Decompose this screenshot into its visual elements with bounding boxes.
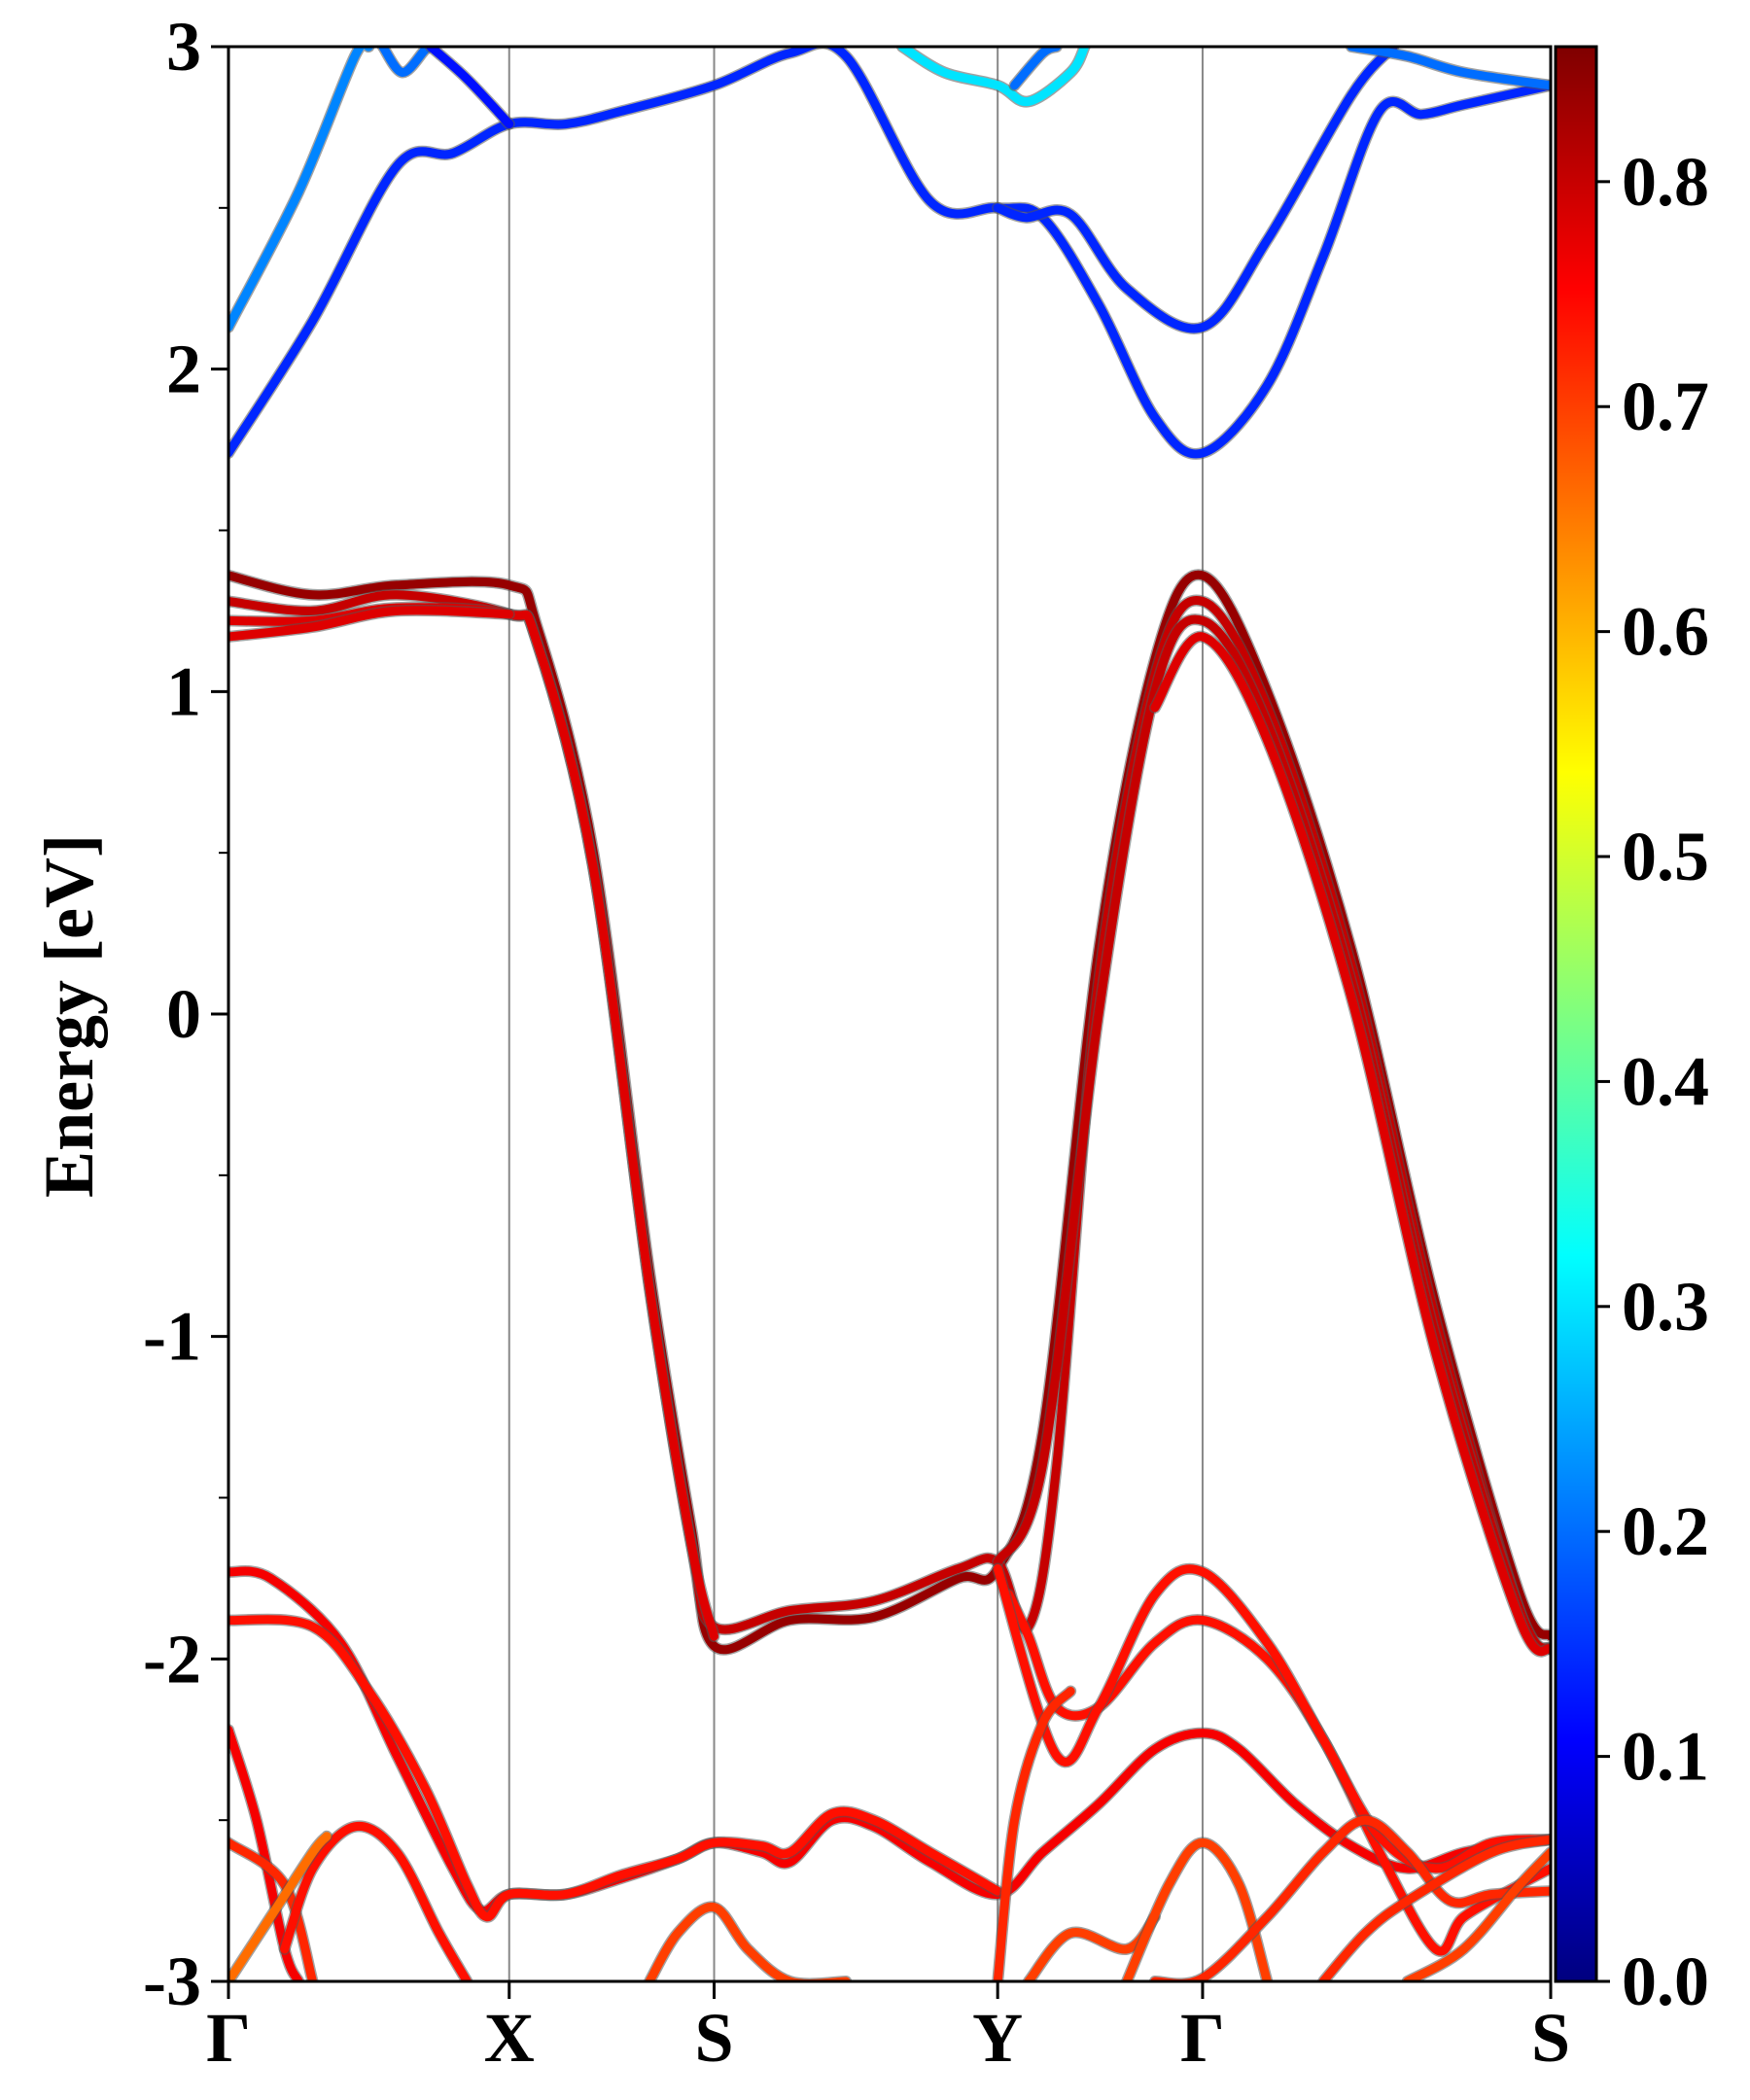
band-3 [426,47,514,129]
colorbar: 0.0 0.1 0.2 0.3 0.4 0.5 0.6 0.7 0.8 [1554,45,1709,2020]
band-18 [228,1725,303,1981]
band-14 [228,1566,1551,1916]
band-10 [228,603,718,1641]
band-27 [1318,1835,1551,1981]
y-tick-label: 1 [166,652,201,730]
band-4-edge [896,47,1091,108]
colorbar-tick-label: 0.2 [1622,1492,1709,1570]
x-tick-label: S [695,1999,734,2077]
colorbar-scale [1554,45,1598,1983]
x-tick-label: Γ [206,1999,251,2077]
y-axis: -3 -2 -1 0 1 2 3 [143,8,228,2020]
band-6 [993,47,1398,333]
y-tick-label: -3 [143,1942,201,2020]
band-0 [228,47,373,332]
band-26 [1150,1815,1551,1981]
colorbar-tick-label: 0.7 [1622,368,1709,445]
colorbar-tick-label: 0.8 [1622,143,1709,221]
band-13 [1150,632,1551,1657]
band-1-edge [228,47,1551,460]
x-tick-label: Γ [1180,1999,1225,2077]
band-4 [897,47,1090,107]
band-21 [228,1832,332,1981]
y-axis-label: Energy [eV] [30,834,108,1198]
colorbar-tick-label: 0.3 [1622,1268,1709,1346]
band-8-edge [228,569,1551,1656]
band-lines [228,47,1551,1981]
y-tick-label: -1 [143,1298,201,1376]
colorbar-tick-label: 0.4 [1622,1042,1709,1120]
band-10-edge [228,601,720,1643]
y-tick-label: 2 [166,331,201,408]
colorbar-ticks: 0.0 0.1 0.2 0.3 0.4 0.5 0.6 0.7 0.8 [1596,143,1709,2020]
band-22 [645,1903,851,1981]
y-tick-label: 0 [166,975,201,1053]
colorbar-tick-label: 0.0 [1622,1942,1709,2020]
colorbar-tick-label: 0.1 [1622,1718,1709,1796]
band-8 [228,570,1551,1655]
y-tick-label: 3 [166,8,201,86]
band-9 [228,590,1551,1654]
x-tick-label: Y [972,1999,1023,2077]
band-25 [1122,1838,1272,1981]
band-9-edge [228,588,1551,1656]
band-12 [993,614,1551,1654]
x-tick-label: S [1531,1999,1570,2077]
band-11 [228,606,514,642]
high-symmetry-lines [508,47,1204,1981]
band-14-edge [228,1564,1551,1917]
x-tick-label: X [484,1999,535,2077]
band-23 [993,1687,1075,1981]
band-20 [280,1821,472,1981]
band-15 [228,1615,1002,1922]
band-17 [993,1564,1551,1873]
colorbar-tick-label: 0.5 [1622,818,1709,895]
colorbar-tick-label: 0.6 [1622,593,1709,671]
band-1 [228,47,1551,459]
band-28 [1403,1847,1551,1981]
band-7 [1347,47,1551,90]
band-15-edge [228,1613,1004,1923]
y-tick-label: -2 [143,1620,201,1698]
